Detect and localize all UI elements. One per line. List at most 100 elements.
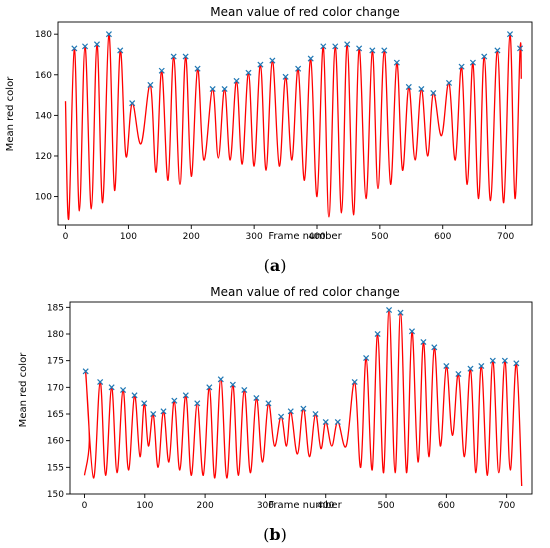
chart-a-peak-marker (307, 55, 314, 62)
chart-a-peak-marker (430, 90, 437, 97)
chart-b-peak-marker (120, 386, 127, 394)
chart-b-peak-marker (334, 418, 341, 426)
chart-b-x-tick-label: 0 (82, 501, 88, 511)
chart-a-x-tick-label: 700 (497, 232, 514, 242)
chart-b-peak-marker (194, 400, 201, 407)
chart-a-x-tick-label: 400 (308, 232, 325, 242)
chart-a-axes-frame (57, 21, 533, 226)
chart-a-peak-marker (82, 43, 89, 50)
chart-a-peak-marker (344, 41, 351, 48)
chart-a-x-tick-label: 500 (371, 232, 388, 242)
chart-b-peak-marker (278, 413, 285, 420)
chart-a-x-tick-label: 200 (183, 232, 200, 242)
chart-a-x-tick-label: 300 (246, 232, 263, 242)
chart-a-peak-marker (494, 47, 501, 54)
chart-b-peak-marker (455, 370, 462, 378)
chart-b-peak-marker (489, 357, 496, 364)
chart-a-peak-marker (245, 69, 252, 76)
chart-b-peak-marker (300, 405, 307, 412)
chart-b-peak-marker (171, 397, 178, 404)
chart-a-peak-marker (129, 100, 136, 107)
chart-b-xlabel: Frame number (268, 500, 342, 511)
chart-a-y-tick-label: 120 (35, 152, 52, 162)
chart-b-ylabel: Mean red color (18, 352, 29, 428)
chart-b-peak-marker (206, 384, 213, 391)
chart-a-y-tick-label: 140 (35, 111, 52, 121)
chart-a-peak-marker (369, 47, 376, 54)
chart-a-peak-marker (418, 85, 425, 93)
chart-b-peak-marker (182, 392, 189, 399)
chart-a-peak-marker (405, 83, 412, 90)
chart-b-peak-marker (443, 362, 450, 370)
chart-a-peak-marker (295, 65, 302, 72)
chart-b-y-tick-label: 150 (47, 490, 64, 500)
chart-b-peak-marker (141, 400, 148, 407)
chart-a-peak-marker (445, 79, 453, 86)
chart-a-x-tick-label: 600 (434, 232, 451, 242)
chart-a-ylabel: Mean red color (5, 76, 16, 152)
chart-a-panel-letter: a (270, 256, 280, 275)
chart-b-peak-marker (431, 344, 438, 351)
chart-b-y-tick-label: 155 (47, 463, 64, 473)
chart-b-peak-marker (217, 376, 224, 383)
chart-b-peak-marker (241, 386, 248, 394)
chart-a-peak-marker (221, 85, 228, 93)
chart-a-peak-marker (481, 53, 488, 60)
chart-b-peak-marker (386, 306, 393, 314)
chart-b-peak-marker (97, 378, 104, 386)
chart-b-y-tick-label: 165 (47, 410, 64, 420)
chart-a-peak-marker (158, 67, 165, 74)
chart-b-peak-marker (108, 384, 115, 391)
chart-a-y-tick-label: 160 (35, 71, 52, 81)
chart-b-peak-marker (229, 381, 236, 388)
chart-b-peak-marker (501, 357, 508, 364)
chart-b-peak-marker (131, 392, 138, 399)
chart-a-peak-marker (332, 43, 339, 50)
chart-a-peak-marker (147, 81, 154, 88)
chart-b-peak-marker (82, 368, 89, 375)
chart-a-peak-marker (356, 45, 363, 52)
chart-b-series-line (83, 309, 523, 487)
chart-b-peak-marker (513, 360, 520, 367)
chart-b-peak-marker (408, 328, 416, 335)
chart-a: Mean value of red color change Frame num… (5, 5, 533, 275)
chart-a-xlabel: Frame number (268, 231, 342, 242)
chart-b-x-tick-label: 100 (136, 501, 153, 511)
chart-b-peak-marker (150, 410, 157, 418)
chart-a-peak-marker (194, 65, 201, 72)
chart-a-peak-marker (393, 59, 400, 66)
chart-b-peak-marker (397, 309, 404, 316)
chart-b-x-tick-label: 200 (197, 501, 214, 511)
chart-b-peak-marker (467, 365, 474, 372)
chart-a-peak-marker (71, 45, 78, 52)
chart-b-peak-marker (351, 378, 358, 386)
chart-b-peak-marker (420, 338, 427, 346)
chart-a-peak-marker (381, 47, 388, 54)
chart-b-peak-marker (253, 394, 260, 402)
chart-a-peak-marker (269, 57, 276, 64)
chart-b-peak-marker (287, 408, 294, 415)
chart-a-y-tick-label: 100 (35, 193, 52, 203)
chart-a-peak-marker (233, 77, 240, 84)
chart-b-peak-marker (363, 354, 370, 362)
chart-a-peak-marker (282, 73, 289, 80)
chart-b-panel-label: (b) (263, 525, 287, 544)
chart-a-y-tick-label: 180 (35, 30, 52, 40)
chart-b-y-tick-label: 180 (47, 330, 64, 340)
chart-a-peak-marker (117, 47, 124, 54)
chart-b-peak-marker (160, 408, 167, 415)
chart-a-peak-marker (257, 61, 264, 68)
chart-b-peak-marker (322, 418, 329, 426)
chart-b: Mean value of red color change Frame num… (18, 285, 533, 544)
chart-b-title: Mean value of red color change (210, 285, 400, 299)
chart-a-series-line (64, 33, 522, 220)
chart-b-peak-marker (265, 400, 272, 407)
chart-a-peak-marker (469, 59, 476, 66)
chart-a-peak-marker (209, 85, 216, 93)
chart-a-peak-marker (506, 31, 514, 38)
chart-b-peak-marker (312, 410, 319, 418)
chart-b-y-tick-label: 170 (47, 383, 64, 393)
chart-a-peak-marker (320, 43, 327, 50)
chart-a-x-tick-label: 100 (120, 232, 137, 242)
